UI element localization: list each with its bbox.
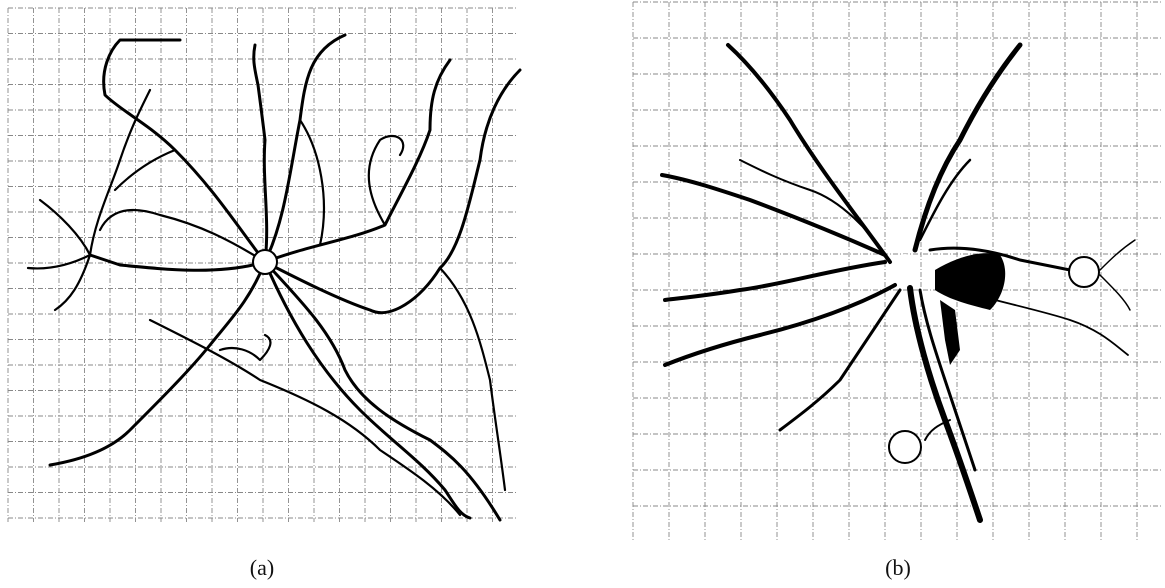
bouton [1069,257,1099,287]
bouton [889,431,921,463]
dendrite [300,120,324,245]
dendrite [265,262,500,520]
dendrite [1100,275,1130,310]
soma [253,250,277,274]
dendrite [100,210,265,262]
dendrite [1100,240,1135,270]
figure: (a) (b) [0,0,1165,588]
soma [891,254,919,282]
dendrite [115,150,175,190]
dendrite [40,200,90,255]
dendrite [104,40,265,262]
dendrite [265,35,345,262]
panel-a-drawing [8,8,520,522]
dendrite [920,160,970,240]
dendrite [665,262,885,300]
panel-label: (a) [250,555,274,580]
dendrite [254,45,267,262]
panel-label: (b) [885,555,911,580]
page: (a) (b) (() => { const data = JSON.parse… [0,0,1165,588]
panel-b-drawing [633,2,1162,540]
dendrite [265,262,470,518]
dark-process [935,253,1005,310]
dendrite [150,320,460,515]
